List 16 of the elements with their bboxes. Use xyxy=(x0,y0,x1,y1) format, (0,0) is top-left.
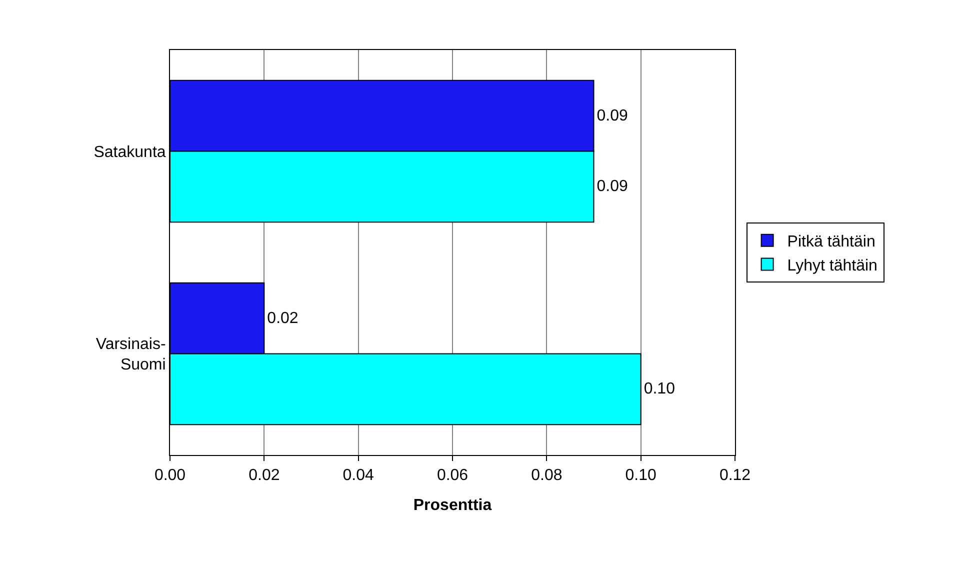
data-label: 0.10 xyxy=(644,380,676,398)
x-axis-title: Prosenttia xyxy=(413,496,492,514)
x-tick-label: 0.10 xyxy=(625,467,656,484)
y-tick-label: Varsinais-Suomi xyxy=(96,336,166,374)
data-label: 0.09 xyxy=(596,107,628,124)
data-label: 0.09 xyxy=(596,178,628,196)
x-tick-label: 0.12 xyxy=(719,467,751,484)
x-tick-label: 0.00 xyxy=(154,467,186,484)
x-tick-label: 0.02 xyxy=(248,467,280,484)
x-tick-label: 0.06 xyxy=(436,467,468,484)
y-tick-label: Satakunta xyxy=(94,144,166,161)
x-tick-label: 0.08 xyxy=(531,467,562,484)
legend-label: Lyhyt tähtäin xyxy=(787,257,878,274)
legend-label: Pitkä tähtäin xyxy=(787,234,876,251)
x-tick-label: 0.04 xyxy=(342,467,374,484)
data-label: 0.02 xyxy=(267,310,298,327)
